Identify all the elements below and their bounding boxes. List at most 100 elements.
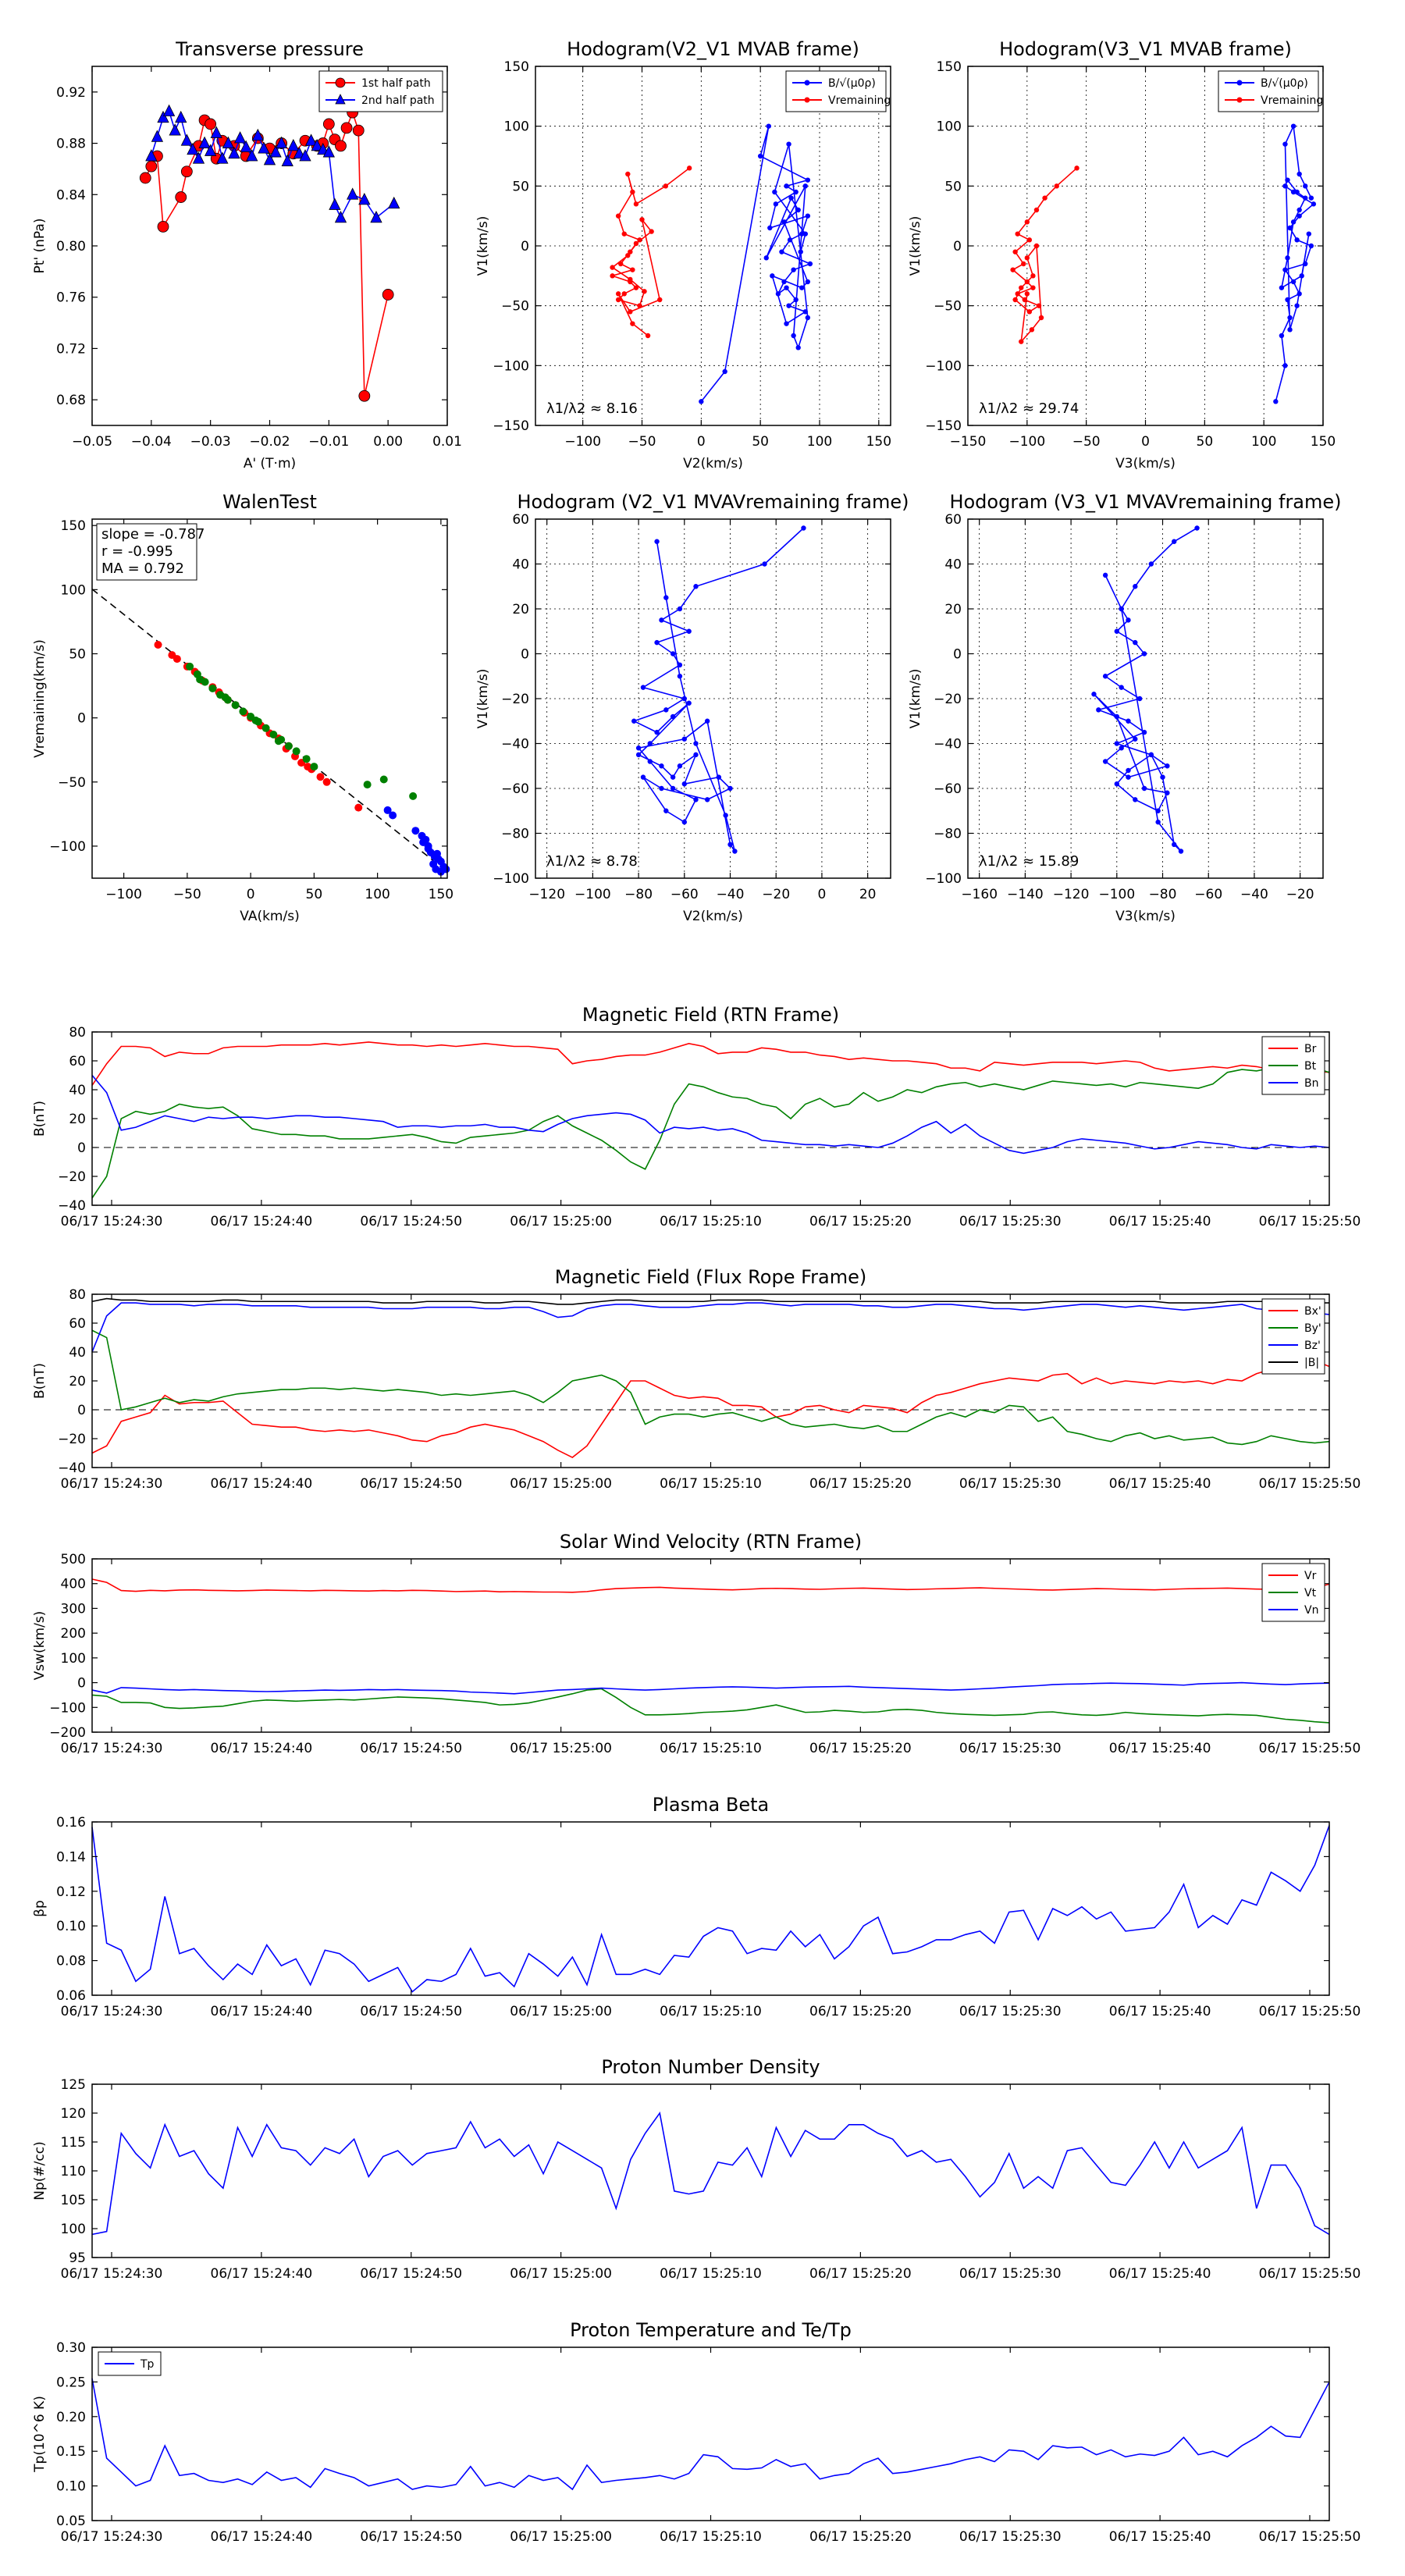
- series-line-by: [91, 1329, 1330, 1446]
- chart-title: Proton Number Density: [601, 2056, 820, 2078]
- data-point: [1133, 736, 1138, 742]
- y-tick-label: 0: [953, 647, 962, 663]
- plot-area: [92, 1559, 1329, 1732]
- data-point: [704, 797, 710, 802]
- x-tick-label: 06/17 15:25:20: [809, 2529, 912, 2545]
- y-tick-label: −100: [925, 358, 962, 374]
- x-tick-label: 06/17 15:24:50: [360, 1214, 462, 1229]
- data-point: [221, 693, 229, 702]
- data-point: [654, 639, 660, 646]
- data-point: [1282, 183, 1288, 189]
- data-point: [205, 144, 217, 156]
- eigenvalue-ratio: λ1/λ2 ≈ 8.16: [546, 400, 638, 417]
- data-point: [1091, 692, 1097, 697]
- series-line-b: [91, 1297, 1329, 1305]
- data-point: [1033, 243, 1040, 249]
- data-point: [186, 662, 194, 671]
- series-line-np: [91, 2112, 1330, 2236]
- legend-label: |B|: [1304, 1357, 1319, 1369]
- data-point: [1012, 297, 1018, 303]
- y-tick-label: 60: [944, 512, 962, 528]
- y-tick-label: 0.92: [56, 85, 86, 101]
- data-point: [686, 165, 692, 171]
- data-point: [1021, 261, 1026, 267]
- data-point: [805, 279, 811, 285]
- data-point: [670, 713, 676, 720]
- data-point: [1160, 774, 1165, 780]
- chart-title: Proton Temperature and Te/Tp: [570, 2319, 852, 2341]
- x-tick-label: 06/17 15:25:20: [809, 1741, 912, 1756]
- data-point: [630, 267, 635, 272]
- y-tick-label: 0: [77, 1403, 86, 1418]
- data-point: [1012, 249, 1018, 254]
- data-point: [187, 142, 199, 155]
- x-tick-label: 06/17 15:25:30: [959, 1214, 1062, 1229]
- data-point: [795, 345, 801, 350]
- data-point: [670, 651, 676, 656]
- data-point: [693, 752, 699, 758]
- data-point: [798, 249, 803, 254]
- y-axis-label: V1(km/s): [475, 669, 491, 729]
- x-tick-label: 0: [818, 887, 827, 902]
- y-tick-label: 40: [512, 557, 529, 573]
- data-point: [686, 700, 692, 706]
- chart-beta: 0.06 0.08 0.10 0.12 0.14 0.16 06/17 15:24:30 06…: [32, 1794, 1361, 2019]
- data-point: [1074, 165, 1080, 171]
- data-point: [659, 763, 664, 769]
- y-tick-label: 0.25: [56, 2375, 86, 2390]
- y-tick-label: 500: [61, 1552, 86, 1567]
- y-tick-label: 115: [61, 2135, 86, 2151]
- data-point: [1141, 785, 1147, 792]
- data-point: [677, 763, 683, 769]
- data-point: [647, 759, 653, 764]
- x-tick-label: −80: [1149, 887, 1177, 902]
- y-tick-label: −200: [49, 1725, 86, 1741]
- data-point: [1294, 237, 1300, 243]
- data-point: [640, 774, 646, 780]
- data-point: [1024, 279, 1030, 285]
- data-point: [633, 240, 639, 247]
- data-point: [1290, 279, 1297, 285]
- data-point: [382, 289, 394, 301]
- data-point: [766, 123, 771, 129]
- data-point: [322, 145, 335, 158]
- chart-np: 95 100 105 110 115 120 125 06/17 15:24:30 06/17 …: [32, 2056, 1361, 2282]
- x-tick-label: −100: [574, 887, 611, 902]
- x-tick-label: −150: [950, 434, 987, 450]
- data-point: [621, 231, 627, 237]
- chart-title: Hodogram(V3_V1 MVAB frame): [999, 38, 1292, 60]
- data-point: [635, 752, 642, 758]
- x-tick-label: −0.03: [190, 434, 231, 450]
- y-axis-label: Vsw(km/s): [32, 1611, 48, 1681]
- data-point: [1285, 297, 1290, 303]
- data-point: [1303, 183, 1308, 189]
- y-axis-label: βp: [32, 1900, 48, 1917]
- data-point: [251, 128, 264, 141]
- y-tick-label: 100: [61, 582, 86, 598]
- data-point: [1171, 539, 1177, 544]
- data-point: [716, 774, 722, 780]
- y-tick-label: 0.84: [56, 187, 86, 203]
- data-point: [693, 741, 699, 746]
- data-point: [637, 303, 642, 308]
- x-tick-label: 50: [752, 434, 769, 450]
- x-tick-label: 06/17 15:25:10: [660, 2004, 762, 2019]
- chart-title: Magnetic Field (RTN Frame): [582, 1004, 839, 1026]
- legend-label: Vremaining: [1261, 94, 1323, 107]
- series-line-p: [91, 1825, 1330, 1993]
- data-point: [1133, 584, 1138, 589]
- data-point: [1024, 291, 1030, 297]
- x-tick-label: 06/17 15:24:30: [61, 2266, 163, 2282]
- y-tick-label: 0.80: [56, 239, 86, 254]
- data-point: [775, 291, 781, 297]
- x-tick-label: −160: [961, 887, 998, 902]
- data-point: [1010, 267, 1016, 272]
- y-tick-label: 50: [944, 179, 962, 194]
- data-point: [677, 674, 683, 679]
- y-tick-label: 0: [77, 1676, 86, 1692]
- data-point: [628, 249, 633, 254]
- x-tick-label: 150: [1311, 434, 1336, 450]
- x-tick-label: 06/17 15:24:50: [360, 1476, 462, 1492]
- data-point: [287, 138, 300, 151]
- data-point: [654, 539, 660, 544]
